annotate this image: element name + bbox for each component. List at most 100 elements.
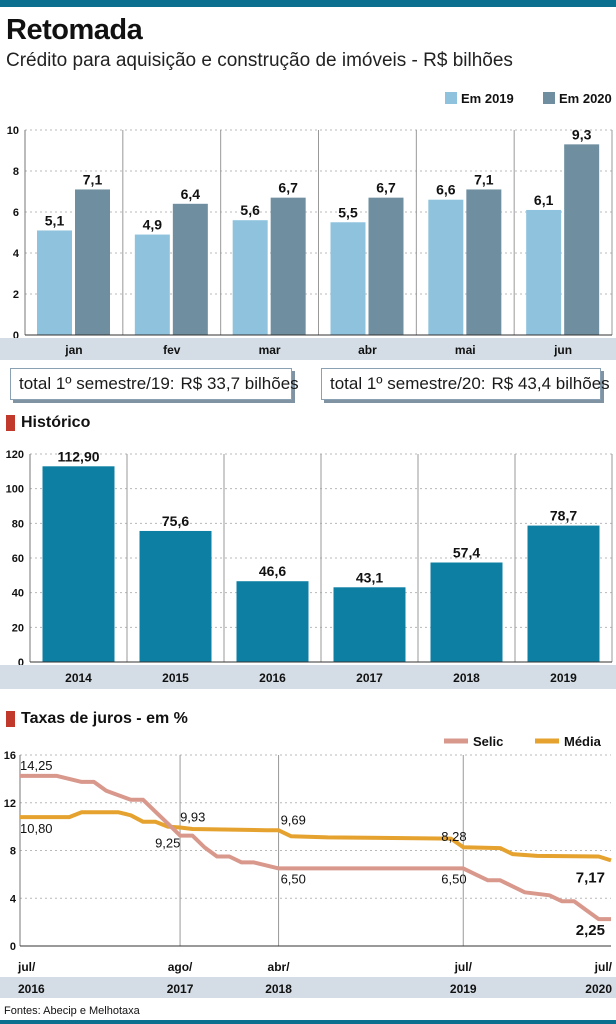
taxas-title: Taxas de juros - em % [21,710,188,727]
x-tick-label: 2019 [550,671,577,685]
data-label: 10,80 [20,821,53,836]
bar-2019 [527,525,600,662]
bar-2020-mar [270,197,306,335]
bar-2019-fev [134,234,170,335]
bar-2017 [333,587,406,662]
total-2020-label: total 1º semestre/20: [330,374,486,393]
bar-2018 [430,562,503,662]
historico-heading: Histórico [6,414,90,432]
y-tick-label: 120 [6,449,24,461]
category-band [0,665,616,689]
y-tick-label: 100 [6,484,24,496]
x-tick-label: 2018 [453,671,480,685]
bar-2019-mar [232,220,268,335]
data-label: 6,7 [376,180,396,196]
bar-2020-jan [75,189,110,335]
y-tick-label: 4 [13,248,20,260]
bottom-rule [0,1020,616,1024]
bar-2019-abr [330,222,366,335]
taxas-heading: Taxas de juros - em % [6,710,188,728]
bar-2019-jan [37,230,72,335]
y-tick-label: 20 [12,622,24,634]
data-label: 112,90 [57,448,99,464]
x-tick-label: abr [358,343,377,357]
data-label: 6,6 [436,182,456,198]
x-band-top [0,956,616,976]
x-tick-label: ago/ [168,960,193,974]
top-rule [0,0,616,7]
data-label: 7,1 [83,171,103,187]
legend-label-media: Média [564,734,602,749]
total-2019-box: total 1º semestre/19: R$ 33,7 bilhões [10,368,299,400]
data-label: 5,6 [240,202,260,218]
data-label: 4,9 [143,217,163,233]
x-tick-label: 2018 [265,982,292,996]
y-tick-label: 80 [12,518,24,530]
historico-title: Histórico [21,414,91,431]
x-tick-label: abr/ [268,960,291,974]
data-label: 6,4 [181,186,201,202]
data-label: 75,6 [162,513,189,529]
data-label: 57,4 [453,545,480,561]
y-tick-label: 0 [13,330,19,342]
legend-swatch-2020 [543,92,555,104]
x-tick-label: 2017 [167,982,194,996]
y-tick-label: 0 [18,657,24,669]
data-label: 9,69 [281,812,306,827]
x-tick-label: 2016 [259,671,286,685]
data-label: 2,25 [576,922,605,939]
total-2020-value: R$ 43,4 bilhões [491,374,610,393]
page-title: Retomada [6,14,143,46]
source-note: Fontes: Abecip e Melhotaxa [4,1005,140,1017]
x-tick-label: 2019 [450,982,477,996]
data-label: 7,17 [576,869,605,886]
data-label: 6,7 [278,180,298,196]
total-2019-label: total 1º semestre/19: [19,374,175,393]
y-tick-label: 40 [12,588,24,600]
x-tick-label: 2015 [162,671,189,685]
interest-rate-chart: Selic Média 0 4 8 12 16 14,25 10,80 9,939,25 9,69 6… [0,734,616,998]
x-tick-label: 2020 [585,982,612,996]
data-label: 6,50 [441,871,466,886]
y-tick-label: 8 [10,846,16,858]
legend-label-selic: Selic [473,734,503,749]
bar-2015 [139,530,212,662]
data-label: 6,1 [534,192,554,208]
data-label: 5,5 [338,204,358,220]
data-label: 8,28 [441,829,466,844]
data-label: 9,93 [180,809,205,824]
bar-2019-jun [526,209,562,335]
data-label: 78,7 [550,508,577,524]
data-label: 14,25 [20,758,53,773]
data-label: 6,50 [281,871,306,886]
data-label: 9,25 [155,836,180,851]
bar-2020-jun [564,144,600,335]
legend-label-2020: Em 2020 [559,91,612,106]
bar-2020-abr [368,197,404,335]
x-tick-label: 2016 [18,982,45,996]
bar-2020-mai [466,189,502,335]
y-tick-label: 8 [13,166,19,178]
data-label: 7,1 [474,171,494,187]
section-marker-icon [6,711,15,727]
y-tick-label: 16 [4,750,16,762]
data-label: 43,1 [356,569,383,585]
y-tick-label: 6 [13,207,19,219]
series-line-media [20,810,612,863]
x-tick-label: jul/ [454,960,473,974]
total-2020-box: total 1º semestre/20: R$ 43,4 bilhões [321,368,610,400]
x-tick-label: jul/ [17,960,36,974]
page-subtitle: Crédito para aquisição e construção de i… [6,50,513,71]
bar-2014 [42,466,115,662]
x-band-bottom [0,977,616,998]
data-label: 46,6 [259,563,286,579]
total-2019-value: R$ 33,7 bilhões [180,374,299,393]
legend-label-2019: Em 2019 [461,91,514,106]
bar-2016 [236,581,309,662]
historico-chart: 0 20 40 60 80 100 120 112,90 2014 75,6 2015 46,6 201… [0,448,616,689]
y-tick-label: 4 [10,893,17,905]
x-tick-label: 2014 [65,671,92,685]
y-tick-label: 0 [10,941,16,953]
section-marker-icon [6,415,15,431]
y-tick-label: 60 [12,553,24,565]
